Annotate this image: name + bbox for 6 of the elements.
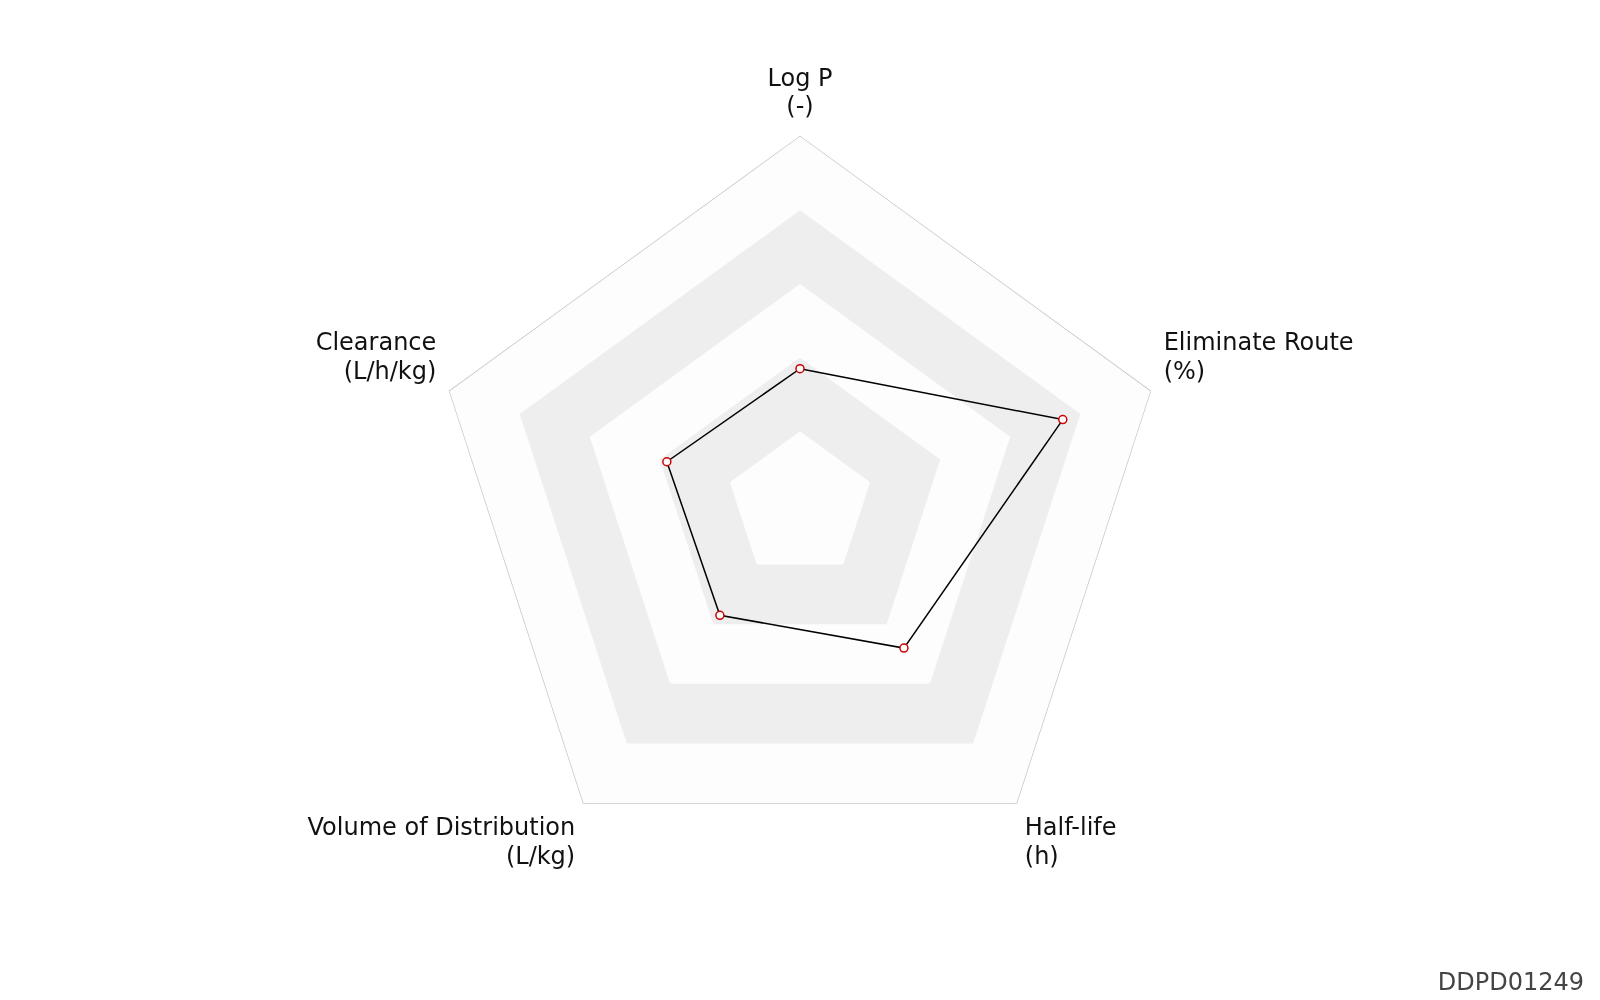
spoke-label: Half-life (h): [1024, 813, 1117, 870]
spoke-label: Eliminate Route (%): [1163, 327, 1354, 385]
spoke-label: Log P (-): [767, 63, 833, 121]
spoke-label: Clearance (L/h/kg): [315, 327, 437, 385]
text: DDPD01249: [1437, 968, 1584, 996]
spoke-label: Volume of Distribution (L/kg): [307, 813, 576, 870]
